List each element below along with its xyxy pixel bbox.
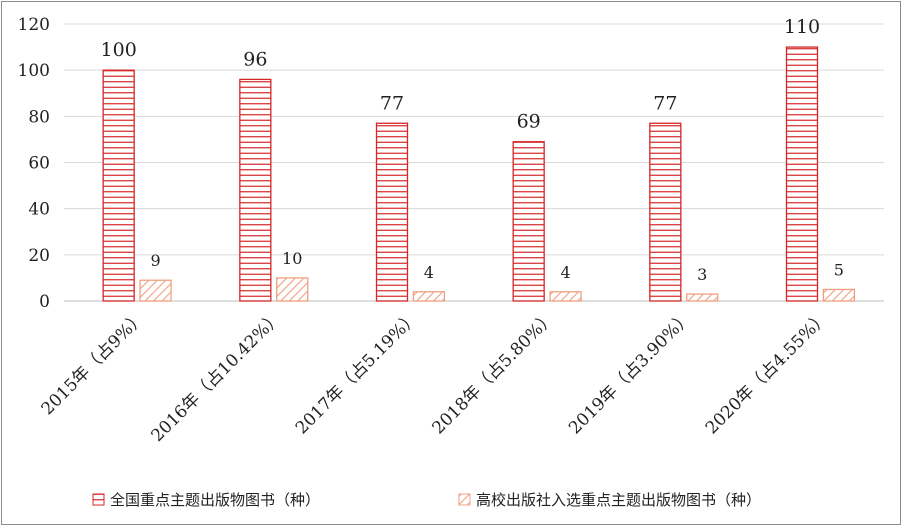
y-tick-label: 0 bbox=[39, 292, 50, 312]
data-label-series-2: 4 bbox=[424, 263, 434, 282]
bar-series-1 bbox=[102, 69, 135, 302]
legend: 全国重点主题出版物图书（种） 高校出版社入选重点主题出版物图书（种） bbox=[92, 491, 761, 509]
x-tick-label: 2017年（占5.19%） bbox=[292, 307, 423, 438]
bar-series-2 bbox=[276, 277, 309, 302]
data-label-series-2: 9 bbox=[150, 251, 160, 270]
x-tick-label: 2016年（占10.42%） bbox=[148, 307, 287, 446]
bar-series-1 bbox=[375, 122, 409, 302]
data-label-series-1: 96 bbox=[243, 48, 267, 70]
bar-series-2 bbox=[139, 279, 172, 302]
x-tick-label: 2015年（占9%） bbox=[38, 307, 150, 419]
gridlines bbox=[64, 23, 884, 302]
x-axis-ticks: 2015年（占9%）2016年（占10.42%） 2017年（占5.19%） 201… bbox=[38, 307, 833, 446]
bar-series-2 bbox=[412, 291, 446, 302]
data-label-series-1: 69 bbox=[517, 111, 541, 133]
x-tick-label: 2019年（占3.90%） bbox=[565, 307, 696, 438]
y-tick-label: 20 bbox=[28, 246, 50, 266]
y-tick-label: 40 bbox=[28, 200, 50, 220]
y-tick-label: 80 bbox=[28, 107, 50, 127]
legend-swatch-series-2 bbox=[458, 493, 471, 506]
bars bbox=[102, 46, 856, 302]
data-label-series-1: 110 bbox=[784, 16, 820, 38]
y-tick-label: 100 bbox=[18, 61, 50, 81]
data-label-series-2: 10 bbox=[282, 249, 302, 268]
x-tick-label: 2020年（占4.55%） bbox=[702, 307, 833, 438]
x-tick-label: 2018年（占5.80%） bbox=[429, 307, 560, 438]
data-label-series-1: 100 bbox=[101, 39, 137, 61]
bar-series-1 bbox=[239, 78, 272, 302]
y-axis-ticks: 0 20 40 60 80 100 120 bbox=[18, 15, 50, 312]
bar-series-1 bbox=[512, 141, 545, 302]
bar-series-1 bbox=[785, 46, 819, 302]
bar-series-2 bbox=[549, 291, 582, 302]
bar-series-1 bbox=[649, 122, 682, 302]
bar-series-2 bbox=[686, 293, 719, 302]
legend-swatch-series-1 bbox=[92, 493, 105, 506]
data-label-series-1: 77 bbox=[380, 92, 404, 114]
bar-series-2 bbox=[822, 288, 856, 302]
data-label-series-2: 4 bbox=[560, 263, 570, 282]
legend-label-series-2: 高校出版社入选重点主题出版物图书（种） bbox=[476, 491, 761, 509]
data-label-series-2: 3 bbox=[697, 265, 707, 284]
data-label-series-1: 77 bbox=[653, 92, 677, 114]
y-tick-label: 60 bbox=[28, 154, 50, 174]
data-labels: 100 9 96 10 77 4 69 4 77 3 110 5 bbox=[101, 16, 844, 284]
y-tick-label: 120 bbox=[18, 15, 50, 35]
data-label-series-2: 5 bbox=[834, 260, 844, 279]
legend-label-series-1: 全国重点主题出版物图书（种） bbox=[110, 491, 320, 509]
